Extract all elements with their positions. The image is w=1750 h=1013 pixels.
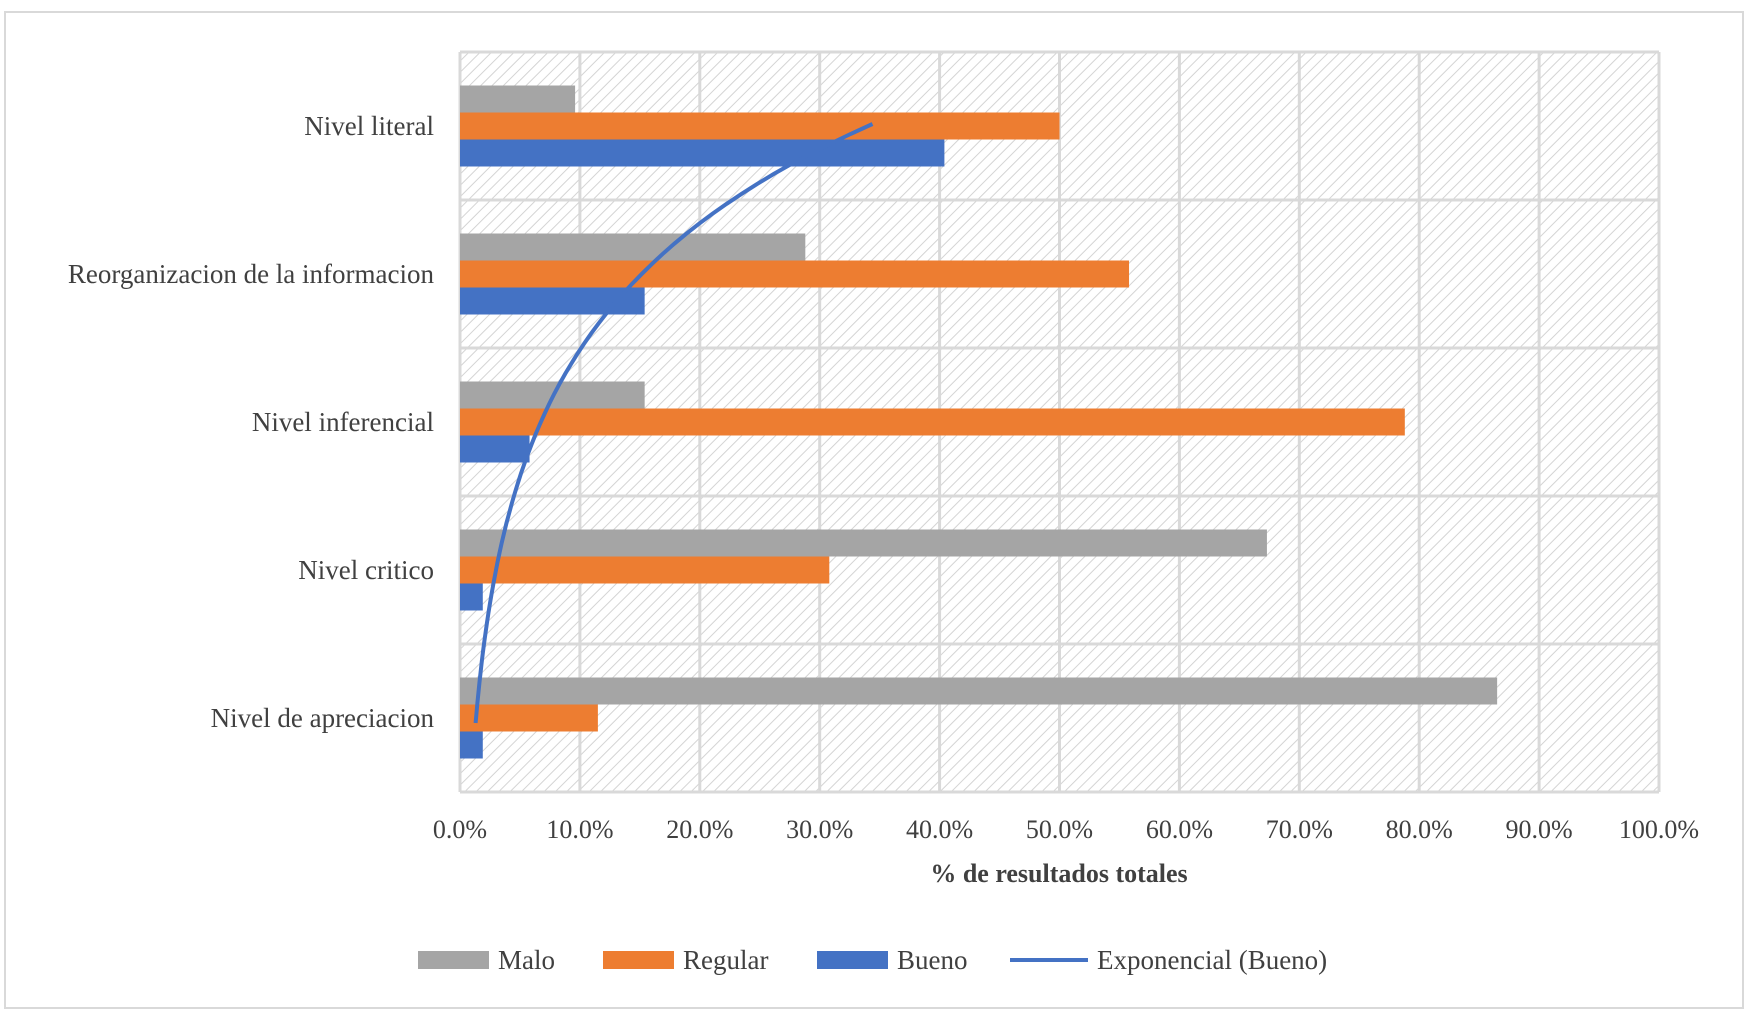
bar-malo-4 <box>460 529 1267 557</box>
category-label: Nivel literal <box>304 111 434 141</box>
legend-label: Malo <box>498 945 555 975</box>
legend-label: Exponencial (Bueno) <box>1097 945 1327 975</box>
x-tick-label: 60.0% <box>1146 815 1213 844</box>
legend-label: Bueno <box>897 945 968 975</box>
bar-bueno-4 <box>460 583 483 611</box>
category-label: Nivel de apreciacion <box>211 703 435 733</box>
x-axis-title: % de resultados totales <box>930 859 1187 888</box>
bar-regular-5 <box>460 704 598 732</box>
x-tick-label: 80.0% <box>1386 815 1453 844</box>
category-labels: Nivel literal Reorganizacion de la inform… <box>68 111 435 733</box>
bar-regular-2 <box>460 260 1130 288</box>
bar-malo-1 <box>460 85 576 113</box>
bar-regular-1 <box>460 112 1060 140</box>
legend-swatch-regular <box>603 951 674 969</box>
bar-regular-3 <box>460 408 1405 436</box>
legend-label: Regular <box>683 945 768 975</box>
x-tick-label: 70.0% <box>1266 815 1333 844</box>
bar-malo-2 <box>460 233 806 261</box>
x-tick-label: 10.0% <box>546 815 613 844</box>
x-tick-labels: 0.0% 10.0% 20.0% 30.0% 40.0% 50.0% 60.0% 70.0% 8… <box>433 815 1699 844</box>
bars <box>460 85 1498 759</box>
bar-bueno-3 <box>460 435 530 463</box>
x-tick-label: 100.0% <box>1619 815 1699 844</box>
x-tick-label: 40.0% <box>906 815 973 844</box>
bar-regular-4 <box>460 556 830 584</box>
x-tick-label: 0.0% <box>433 815 487 844</box>
bar-bueno-2 <box>460 287 645 315</box>
bar-malo-5 <box>460 677 1498 705</box>
x-tick-label: 90.0% <box>1506 815 1573 844</box>
trendline-exponencial-bueno <box>473 122 874 724</box>
category-label: Nivel inferencial <box>252 407 434 437</box>
bar-bueno-5 <box>460 731 483 759</box>
legend: Malo Regular Bueno Exponencial (Bueno) <box>418 945 1327 975</box>
legend-swatch-malo <box>418 951 489 969</box>
legend-swatch-bueno <box>817 951 888 969</box>
x-tick-label: 20.0% <box>666 815 733 844</box>
x-tick-label: 30.0% <box>786 815 853 844</box>
category-label: Nivel critico <box>298 555 434 585</box>
bar-bueno-1 <box>460 139 945 167</box>
category-label: Reorganizacion de la informacion <box>68 259 435 289</box>
x-tick-label: 50.0% <box>1026 815 1093 844</box>
